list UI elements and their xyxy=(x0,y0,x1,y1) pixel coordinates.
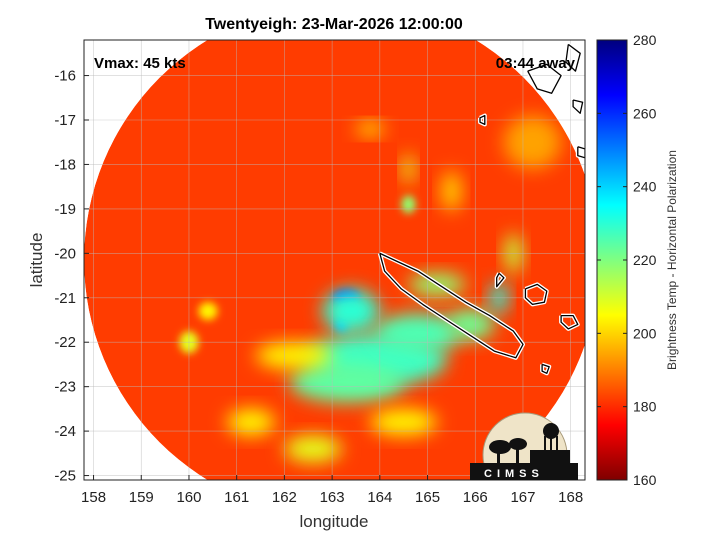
feature-16 xyxy=(370,408,438,436)
coast-loyalty-ouvea xyxy=(496,272,505,288)
y-tick-label--16: -16 xyxy=(54,68,76,85)
x-ticks: 158 159 160 161 162 163 164 165 166 167 168 xyxy=(81,475,583,506)
feature-14 xyxy=(227,408,275,436)
x-tick-label-165: 165 xyxy=(415,489,440,506)
y-tick-label--23: -23 xyxy=(54,379,76,396)
feature-18 xyxy=(355,122,385,136)
temperature-features xyxy=(179,115,562,463)
feature-17 xyxy=(255,342,333,369)
feature-4 xyxy=(289,362,404,403)
colorbar-ticks: 160 180 200 220 240 260 280 xyxy=(597,32,657,488)
feature-10 xyxy=(401,195,416,214)
swath-background xyxy=(84,40,585,480)
coast-loyalty-mare xyxy=(560,314,579,330)
coast-vanuatu-c xyxy=(572,99,584,114)
coast-new-caledonia xyxy=(379,252,524,359)
x-tick-label-160: 160 xyxy=(176,489,201,506)
y-tick-label--25: -25 xyxy=(54,468,76,485)
y-tick-label--17: -17 xyxy=(54,112,76,129)
grid xyxy=(84,40,585,480)
cb-tick-label-160: 160 xyxy=(633,472,657,488)
cb-tick-label-180: 180 xyxy=(633,399,657,415)
y-tick-label--22: -22 xyxy=(54,334,76,351)
x-tick-label-168: 168 xyxy=(558,489,583,506)
plot-frame xyxy=(83,39,586,481)
x-tick-label-163: 163 xyxy=(320,489,345,506)
x-tick-label-162: 162 xyxy=(272,489,297,506)
feature-6 xyxy=(446,308,495,341)
coast-vanuatu-d xyxy=(577,146,585,159)
y-tick-label--18: -18 xyxy=(54,156,76,173)
feature-13 xyxy=(198,302,218,320)
x-tick-label-164: 164 xyxy=(367,489,392,506)
feature-11 xyxy=(402,153,415,185)
x-tick-label-161: 161 xyxy=(224,489,249,506)
coast-vanuatu-b xyxy=(565,43,581,72)
cb-tick-label-280: 280 xyxy=(633,32,657,48)
x-tick-label-158: 158 xyxy=(81,489,106,506)
coastlines xyxy=(377,42,585,376)
cb-tick-label-260: 260 xyxy=(633,105,657,121)
cb-tick-label-200: 200 xyxy=(633,325,657,341)
y-tick-label--24: -24 xyxy=(54,423,76,440)
coast-vanuatu-e xyxy=(479,114,486,126)
x-tick-label-167: 167 xyxy=(510,489,535,506)
x-tick-label-159: 159 xyxy=(129,489,154,506)
chart-title: Twentyeigh: 23-Mar-2026 12:00:00 xyxy=(205,16,463,33)
cb-tick-label-220: 220 xyxy=(633,252,657,268)
coast-isle-of-pines xyxy=(541,363,550,374)
time-offset-annotation: 03:44 away xyxy=(496,55,576,72)
feature-5 xyxy=(375,313,461,354)
cimss-logo-text: CIMSS xyxy=(484,468,544,480)
coast-vanuatu-a xyxy=(527,63,562,94)
y-tick-label--19: -19 xyxy=(54,201,76,218)
cimss-logo: CIMSS xyxy=(470,412,578,480)
feature-20 xyxy=(503,115,562,169)
x-tick-label-166: 166 xyxy=(463,489,488,506)
y-tick-label--20: -20 xyxy=(54,245,76,262)
x-axis-label: longitude xyxy=(299,512,368,531)
colorbar xyxy=(596,39,628,481)
feature-19 xyxy=(441,171,461,212)
swath-image xyxy=(84,40,585,480)
feature-2 xyxy=(322,288,380,334)
feature-15 xyxy=(284,435,342,463)
vmax-annotation: Vmax: 45 kts xyxy=(94,55,186,72)
y-tick-label--21: -21 xyxy=(54,290,76,307)
coast-loyalty-lifou xyxy=(524,283,548,306)
y-axis-label: latitude xyxy=(27,233,46,288)
cb-tick-label-240: 240 xyxy=(633,179,657,195)
colorbar-label: Brightness Temp - Horizontal Polarizatio… xyxy=(665,150,679,370)
y-ticks: -16 -17 -18 -19 -20 -21 -22 -23 -24 -25 xyxy=(54,68,89,485)
